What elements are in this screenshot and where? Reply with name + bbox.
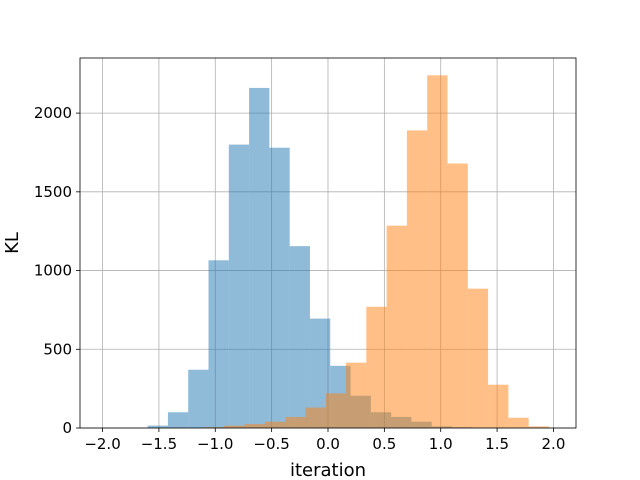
y-tick-label: 500 [43,340,72,358]
histogram-bar-series-2 [305,407,326,428]
histogram-bar-series-2 [366,306,387,428]
histogram-bar-series-2 [264,421,286,428]
y-tick-label: 1000 [34,262,72,280]
histogram-bar-series-1 [269,147,290,428]
y-tick-label: 2000 [34,104,72,122]
x-tick-label: −1.5 [141,435,177,453]
histogram-bar-series-2 [488,384,509,428]
histogram-bar-series-2 [467,288,489,428]
histogram-bar-series-1 [289,246,310,428]
grid-lines [80,58,576,429]
histogram-bar-series-2 [244,424,265,428]
y-axis-ticks: 0 500 1000 1500 2000 [34,104,80,437]
histogram-bar-series-2 [528,426,549,428]
x-tick-label: 2.0 [542,435,566,453]
x-tick-label: 0.5 [372,435,396,453]
histogram-bar-series-1 [309,318,331,428]
histogram-bar-series-2 [285,416,306,428]
y-axis-label: KL [2,232,23,254]
x-tick-label: −0.5 [253,435,289,453]
x-axis-ticks: −2.0 −1.5 −1.0 −0.5 0.0 0.5 1.0 1.5 2.0 [84,428,565,453]
histogram-bar-series-2 [346,362,367,428]
x-tick-label: 1.5 [485,435,509,453]
x-tick-label: 0.0 [316,435,340,453]
histogram-bar-series-1 [188,369,209,428]
histogram-bars [147,75,549,429]
histogram-bar-series-1 [147,425,168,428]
histogram-bar-series-1 [208,260,229,428]
histogram-bar-series-2 [325,393,347,428]
x-tick-label: −2.0 [84,435,120,453]
histogram-bar-series-2 [386,225,407,428]
histogram-bar-series-1 [228,144,250,428]
x-axis-label: iteration [290,460,366,480]
histogram-bar-series-1 [167,412,189,428]
x-tick-label: −1.0 [197,435,233,453]
histogram-bar-series-1 [249,87,270,429]
histogram-bar-series-2 [447,163,468,428]
histogram-bar-series-2 [406,130,428,428]
y-tick-label: 1500 [34,183,72,201]
histogram-bar-series-2 [508,417,529,428]
histogram-bar-series-2 [224,425,245,428]
histogram-bar-series-2 [427,75,448,428]
y-tick-label: 0 [62,419,72,437]
x-tick-label: 1.0 [429,435,453,453]
